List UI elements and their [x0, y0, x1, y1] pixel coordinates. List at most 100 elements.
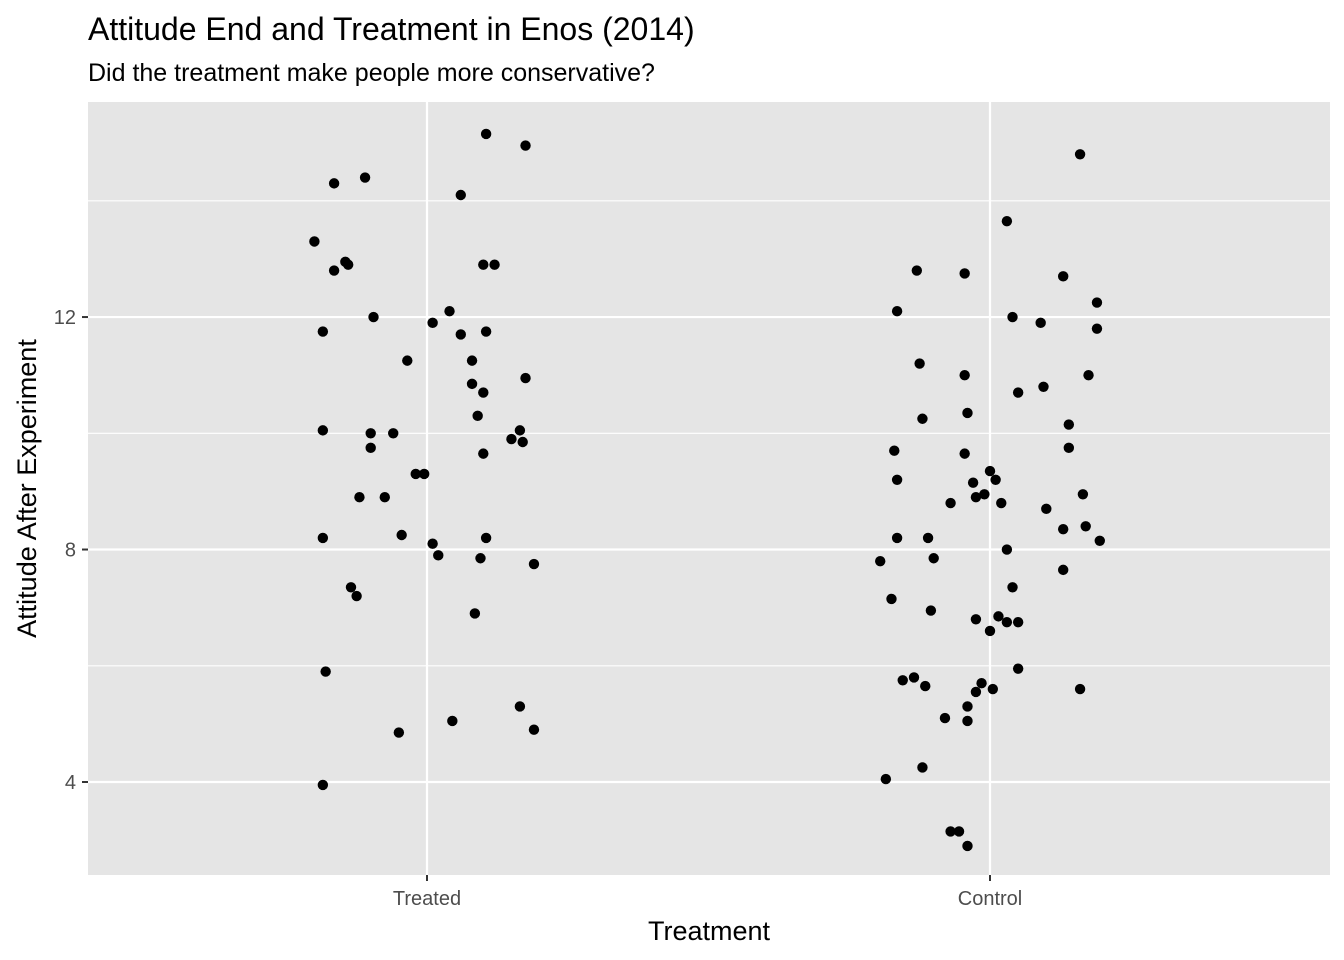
data-point	[962, 407, 973, 419]
data-point	[880, 773, 892, 785]
data-point	[953, 826, 965, 837]
data-point	[368, 311, 379, 323]
data-point	[444, 306, 455, 317]
data-point	[393, 727, 405, 738]
data-point	[528, 558, 540, 570]
y-tick-label: 4	[65, 772, 76, 794]
data-point	[908, 672, 920, 683]
data-point	[889, 445, 900, 456]
data-point	[359, 172, 371, 183]
y-axis-title: Attitude After Experiment	[12, 339, 42, 638]
data-points	[309, 128, 1105, 852]
data-point	[897, 675, 908, 686]
data-point	[1057, 271, 1069, 282]
data-point	[886, 593, 897, 605]
data-point	[514, 701, 526, 712]
data-point	[1080, 521, 1091, 532]
data-point	[970, 492, 982, 503]
data-point	[1091, 297, 1103, 308]
data-point	[317, 326, 329, 337]
data-point	[427, 538, 438, 549]
data-point	[911, 265, 923, 276]
data-point	[514, 425, 526, 436]
data-point	[1094, 535, 1105, 547]
data-point	[891, 474, 903, 485]
data-point	[1038, 381, 1049, 392]
data-point	[520, 140, 531, 151]
grid-lines	[88, 102, 1330, 875]
data-point	[528, 724, 540, 735]
data-point	[962, 715, 973, 727]
data-point	[517, 436, 528, 448]
data-point	[480, 128, 492, 140]
data-point	[475, 553, 486, 564]
data-point	[354, 492, 365, 503]
data-point	[410, 468, 421, 480]
data-point	[489, 259, 500, 270]
data-point	[939, 712, 951, 724]
data-point	[920, 680, 931, 692]
data-point	[891, 306, 903, 317]
data-point	[320, 666, 331, 677]
data-point	[345, 582, 357, 593]
plot-panel	[88, 102, 1330, 875]
y-tick-label: 12	[54, 307, 76, 329]
data-point	[466, 355, 478, 366]
data-point	[455, 329, 466, 340]
data-point	[1083, 369, 1094, 381]
data-point	[365, 442, 376, 454]
data-point	[427, 317, 438, 329]
data-point	[433, 550, 444, 561]
data-point	[1012, 387, 1024, 398]
y-axis: 4 8 12	[54, 307, 88, 794]
data-point	[351, 590, 362, 602]
data-point	[455, 189, 466, 201]
data-point	[480, 532, 492, 544]
data-point	[317, 425, 329, 436]
data-point	[925, 605, 937, 616]
data-point	[1001, 215, 1013, 227]
data-point	[1063, 442, 1075, 454]
data-point	[959, 369, 970, 381]
data-point	[520, 372, 531, 384]
data-point	[970, 686, 982, 698]
data-point	[984, 465, 996, 477]
data-point	[466, 378, 478, 390]
data-point	[979, 489, 990, 500]
data-point	[1041, 503, 1052, 515]
data-point	[480, 326, 492, 337]
data-point	[1001, 544, 1013, 555]
data-point	[1074, 683, 1086, 695]
data-point	[1035, 317, 1046, 329]
x-tick-label: Treated	[393, 888, 461, 910]
data-point	[1074, 149, 1086, 160]
data-point	[990, 474, 1001, 485]
data-point	[365, 428, 376, 439]
data-point	[917, 413, 928, 424]
data-point	[922, 532, 934, 544]
x-axis: Treated Control	[393, 875, 1022, 910]
data-point	[447, 715, 458, 727]
data-point	[959, 268, 970, 279]
data-point	[970, 614, 982, 625]
data-point	[967, 477, 979, 488]
data-point	[914, 358, 925, 369]
data-point	[875, 555, 886, 567]
data-point	[328, 265, 340, 276]
x-tick-label: Control	[958, 888, 1022, 910]
data-point	[317, 779, 329, 791]
data-point	[962, 840, 973, 852]
data-point	[506, 433, 517, 445]
x-axis-title: Treatment	[648, 916, 771, 946]
data-point	[478, 259, 489, 270]
data-point	[478, 387, 489, 398]
data-point	[328, 178, 340, 189]
data-point	[959, 448, 970, 459]
data-point	[309, 236, 320, 247]
data-point	[472, 410, 483, 422]
data-point	[1063, 419, 1075, 430]
data-point	[1012, 616, 1024, 628]
data-point	[1057, 564, 1069, 576]
data-point	[418, 468, 430, 480]
data-point	[402, 355, 413, 366]
